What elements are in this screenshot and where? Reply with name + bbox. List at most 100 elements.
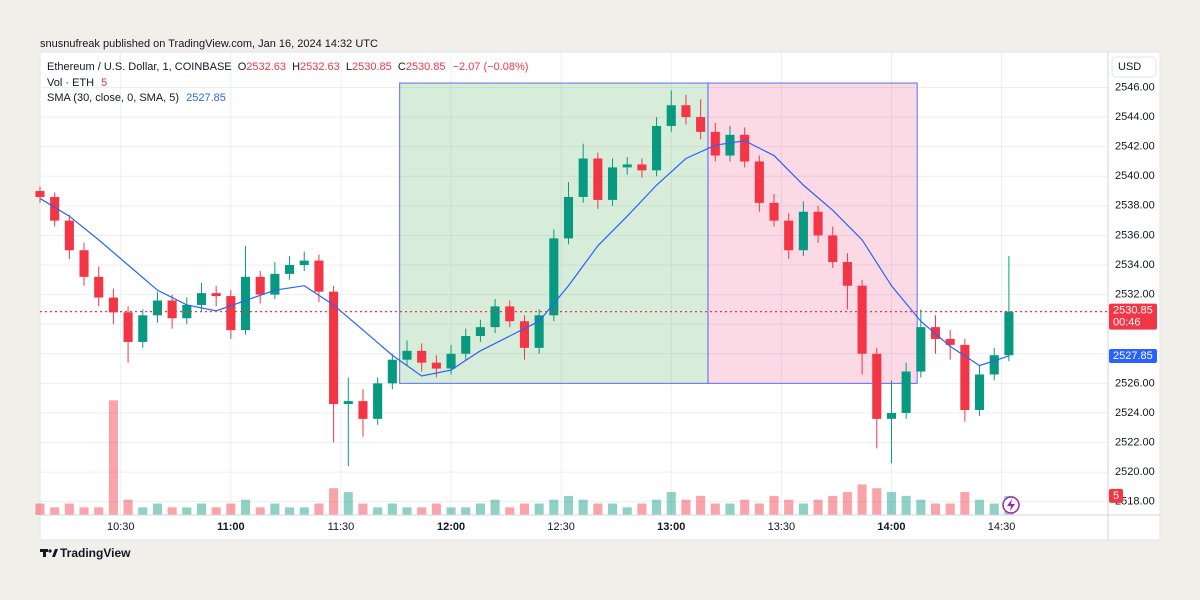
candle-body (872, 353, 882, 419)
x-tick-label: 12:30 (547, 521, 575, 533)
volume-bar (446, 507, 456, 515)
candle-body (373, 383, 383, 419)
volume-bar (945, 503, 955, 515)
volume-bar (417, 507, 427, 515)
volume-bar (754, 503, 764, 515)
symbol: Ethereum / U.S. Dollar, 1, COINBASE (47, 61, 232, 73)
volume-bar (725, 503, 735, 515)
volume-bar (872, 488, 882, 515)
volume-bar (152, 503, 162, 515)
volume-bar (475, 503, 485, 515)
candle-body (563, 196, 574, 239)
candle-body (314, 260, 324, 292)
candle-body (769, 202, 779, 221)
volume-bar (108, 400, 118, 515)
candle-body (108, 297, 118, 313)
candle-body (842, 262, 852, 286)
candle-body (343, 401, 353, 405)
volume-bar (387, 503, 397, 515)
candle-body (989, 355, 999, 375)
legend-volume: Vol · ETH 5 (47, 77, 107, 89)
candle-body (79, 250, 89, 277)
candle-body (387, 359, 397, 384)
currency[interactable]: USD (1118, 61, 1141, 73)
ohlc-value: 2530.85 (406, 61, 446, 73)
volume-bar (314, 503, 324, 515)
volume-bar (696, 495, 706, 515)
brand: TradingView (60, 546, 131, 560)
volume-bar (402, 507, 412, 515)
volume-bar (607, 503, 618, 515)
volume-bar (534, 503, 544, 515)
volume-bar (490, 499, 500, 515)
volume-bar (960, 492, 970, 515)
x-tick-label: 14:30 (988, 521, 1016, 533)
volume-bar (666, 492, 676, 515)
y-tick-label: 2542.00 (1115, 141, 1155, 153)
candle-body (255, 276, 265, 295)
publisher-line: snusnufreak published on TradingView.com… (40, 38, 378, 50)
candle-body (211, 293, 221, 297)
volume-bar (593, 503, 603, 515)
y-tick-label: 2544.00 (1115, 111, 1155, 123)
volume-bar (505, 507, 515, 515)
y-tick-label: 2536.00 (1115, 229, 1155, 241)
volume-bar (519, 503, 530, 515)
alert-icon[interactable] (1002, 496, 1020, 514)
volume-bar (637, 503, 647, 515)
volume-label: 5 (1113, 490, 1119, 502)
candle-body (857, 285, 867, 354)
volume-bar (226, 503, 236, 515)
ohlc-value: 2530.85 (352, 61, 392, 73)
candle-body (549, 238, 559, 316)
volume-bar (549, 499, 559, 515)
countdown-label: 00:46 (1113, 317, 1141, 329)
candle-body (446, 353, 456, 369)
candle-body (901, 371, 911, 413)
y-tick-label: 2526.00 (1115, 377, 1155, 389)
candle-body (505, 306, 515, 322)
volume-bar (622, 507, 632, 515)
y-tick-label: 2524.00 (1115, 407, 1155, 419)
volume-bar (138, 507, 148, 515)
volume-bar (886, 492, 897, 515)
volume-bar (578, 499, 588, 515)
candle-body (813, 211, 823, 236)
volume-bar (285, 507, 295, 515)
x-tick-label: 13:00 (657, 521, 685, 533)
candle-body (358, 401, 368, 419)
alert-bolt[interactable] (1007, 499, 1015, 511)
candle-body (696, 117, 706, 132)
volume-bar (916, 499, 926, 515)
x-tick-label: 11:00 (217, 521, 245, 533)
volume-name: Vol · ETH (47, 77, 94, 89)
volume-bar (828, 495, 838, 515)
last-price-label: 2530.85 (1113, 305, 1153, 317)
volume-bar (842, 492, 852, 515)
candle-body (974, 374, 985, 410)
currency-button[interactable] (1111, 56, 1157, 78)
volume-bar (167, 507, 177, 515)
sma-line (39, 140, 1010, 377)
volume-last: 5 (101, 77, 107, 89)
ohlc-label: C (398, 61, 406, 73)
candle-body (226, 296, 236, 331)
candle-body (666, 105, 676, 126)
candle-body (35, 191, 45, 197)
volume-bar (211, 507, 221, 515)
candle-body (461, 336, 471, 354)
last-price-box (1109, 303, 1157, 330)
logo-part (48, 549, 52, 553)
volume-box (1109, 488, 1123, 503)
volume-bar (94, 507, 104, 515)
volume-bar (974, 499, 985, 515)
plot-area (35, 82, 1108, 515)
candle-body (475, 327, 485, 337)
candle-body (593, 158, 603, 200)
y-tick-label: 2538.00 (1115, 200, 1155, 212)
candle-body (652, 125, 662, 171)
legend-symbol: Ethereum / U.S. Dollar, 1, COINBASE O253… (47, 61, 528, 73)
volume-bar (270, 503, 280, 515)
candle-body (886, 412, 897, 419)
volume-bar (358, 503, 368, 515)
